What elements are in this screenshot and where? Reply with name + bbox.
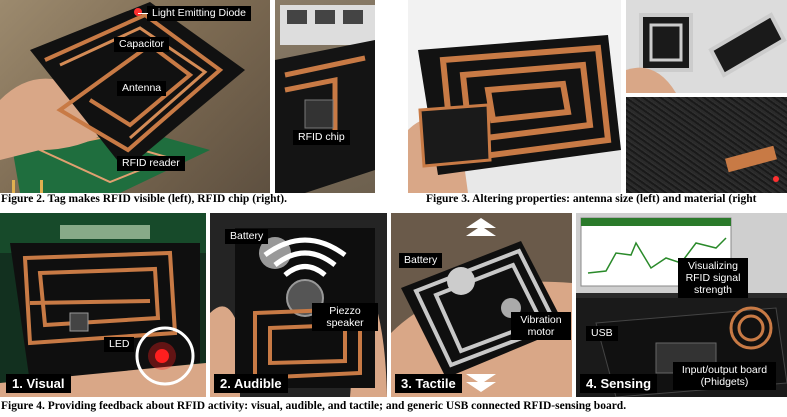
- panel-title-visual: 1. Visual: [6, 374, 71, 393]
- panel-visual-illustration: [0, 213, 206, 397]
- panel-title-sensing: 4. Sensing: [580, 374, 658, 393]
- label-visualizing-rfid-signal-strength: Visualizing RFID signal strength: [678, 258, 748, 298]
- label-battery-audible: Battery: [225, 229, 269, 244]
- label-input-output-board: Input/output board (Phidgets): [673, 362, 776, 390]
- panel-tactile-illustration: [391, 218, 572, 397]
- label-battery-tactile: Battery: [399, 253, 443, 268]
- label-led: LED: [104, 337, 135, 352]
- figure4-panel-visual: [0, 213, 206, 397]
- figure4-panel-tactile: [391, 213, 572, 397]
- figure4-caption: Figure 4. Providing feedback about RFID …: [1, 400, 627, 412]
- label-piezzo-speaker: Piezzo speaker: [312, 303, 378, 331]
- figure3-caption: Figure 3. Altering properties: antenna s…: [426, 193, 757, 205]
- label-rfid-chip: RFID chip: [293, 130, 350, 145]
- figure2-photo-right: [275, 0, 375, 193]
- label-antenna: Antenna: [117, 81, 167, 96]
- panel-title-audible: 2. Audible: [214, 374, 288, 393]
- label-rfid-reader: RFID reader: [117, 156, 185, 171]
- figure3-photo-right-bottom: [626, 97, 787, 193]
- vibration-motor-text: Vibration motor: [520, 314, 562, 338]
- label-vibration-motor: Vibration motor: [511, 312, 571, 340]
- panel-title-tactile: 3. Tactile: [395, 374, 462, 393]
- figure3-left-illustration: [408, 35, 621, 193]
- figure2-caption: Figure 2. Tag makes RFID visible (left),…: [1, 193, 288, 205]
- input-output-text: Input/output board (Phidgets): [681, 364, 768, 388]
- figure2-right-illustration: [275, 5, 375, 193]
- label-capacitor: Capacitor: [114, 37, 169, 52]
- figure3-photo-left: [408, 0, 621, 193]
- label-light-emitting-diode: Light Emitting Diode: [147, 6, 251, 21]
- piezzo-speaker-text: Piezzo speaker: [326, 305, 364, 329]
- label-usb: USB: [586, 326, 618, 341]
- leader-line: [138, 13, 148, 14]
- visualizing-text: Visualizing RFID signal strength: [685, 260, 741, 296]
- figure3-photo-right-top: [626, 0, 787, 93]
- figure3-right-bottom-illustration: [725, 145, 779, 182]
- figure3-right-top-illustration: [626, 12, 787, 93]
